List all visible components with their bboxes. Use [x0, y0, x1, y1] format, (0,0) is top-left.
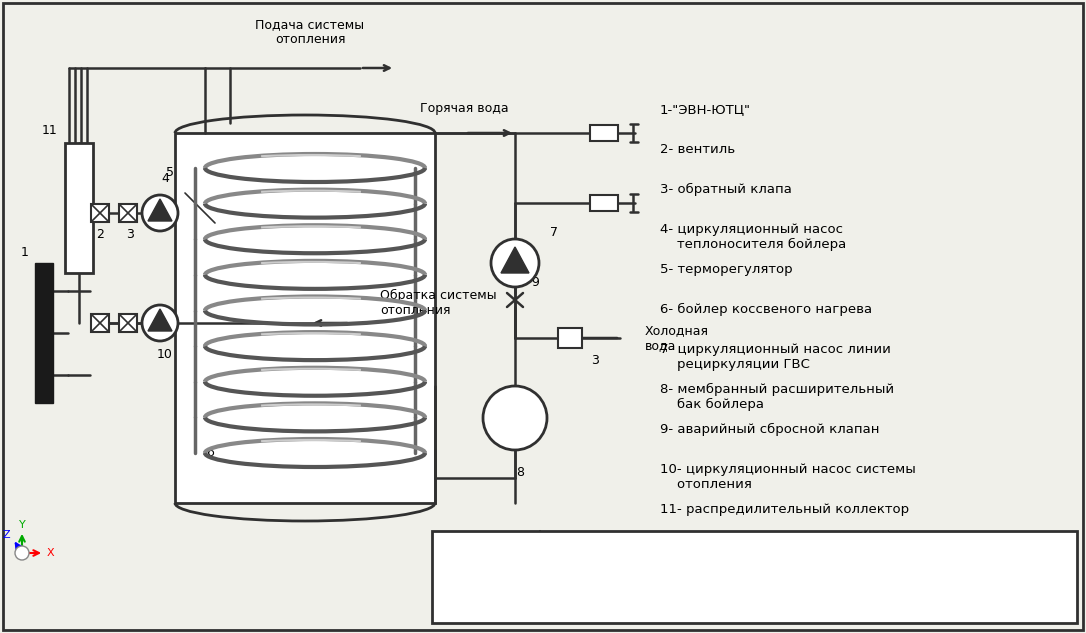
Text: Y: Y [18, 520, 25, 530]
Polygon shape [501, 247, 529, 273]
Bar [175, 133, 435, 503]
Text: 6- бойлер коссвеного нагрева: 6- бойлер коссвеного нагрева [660, 303, 872, 316]
Text: 7- циркуляционный насос линии
    рециркуляции ГВС: 7- циркуляционный насос линии рециркуляц… [660, 343, 891, 371]
Text: 1-"ЭВН-ЮТЦ": 1-"ЭВН-ЮТЦ" [660, 103, 752, 116]
Bar [65, 143, 93, 273]
Text: 9: 9 [531, 277, 539, 289]
Text: 3: 3 [126, 229, 134, 242]
Text: 3- обратный клапа: 3- обратный клапа [660, 183, 792, 196]
Text: 2: 2 [96, 229, 104, 242]
Text: 3: 3 [591, 353, 599, 367]
Text: г. Одесса, пер. Газовый 4, оф. 411, тел/факс (048) 741-30-15
www.mini-kotly.com.: г. Одесса, пер. Газовый 4, оф. 411, тел/… [642, 593, 975, 616]
Text: 11- распредилительный коллектор: 11- распредилительный коллектор [660, 503, 909, 516]
Text: 1: 1 [21, 246, 29, 260]
Text: Подача системы
отопления: Подача системы отопления [255, 18, 365, 46]
Bar [432, 531, 1077, 623]
Text: 11: 11 [42, 125, 58, 137]
Circle shape [142, 305, 178, 341]
Bar [35, 263, 53, 403]
Bar [590, 125, 618, 141]
Bar [119, 314, 137, 332]
Bar [91, 314, 109, 332]
Bar [119, 204, 137, 222]
Text: 8: 8 [516, 467, 525, 480]
Text: Холодная
вода: Холодная вода [645, 324, 709, 352]
Text: 6: 6 [206, 446, 214, 460]
Text: Z: Z [2, 530, 10, 540]
Bar [558, 328, 582, 348]
Text: МПП
"ЮТЦ": МПП "ЮТЦ" [454, 558, 518, 596]
Polygon shape [148, 309, 172, 331]
Circle shape [483, 386, 547, 450]
Circle shape [15, 546, 29, 560]
Bar [91, 204, 109, 222]
Circle shape [142, 195, 178, 231]
Bar [590, 195, 618, 211]
Circle shape [491, 239, 539, 287]
Text: X: X [47, 548, 54, 558]
Text: 7: 7 [550, 227, 558, 239]
Text: 10: 10 [157, 349, 173, 361]
Polygon shape [148, 199, 172, 221]
Text: 4: 4 [161, 172, 169, 184]
Text: 2- вентиль: 2- вентиль [660, 143, 735, 156]
Text: Схема подключения "ЭВН-ЮТЦ" к системе
отопления и ГВС: Схема подключения "ЭВН-ЮТЦ" к системе от… [620, 540, 997, 572]
Text: 5: 5 [166, 166, 174, 180]
Text: 9- аварийный сбросной клапан: 9- аварийный сбросной клапан [660, 423, 880, 436]
Text: Горячая вода: Горячая вода [420, 102, 508, 115]
Text: 10- циркуляционный насос системы
    отопления: 10- циркуляционный насос системы отоплен… [660, 463, 915, 491]
Text: 8- мембранный расширительный
    бак бойлера: 8- мембранный расширительный бак бойлера [660, 383, 894, 411]
Text: 4- циркуляционный насос
    теплоносителя бойлера: 4- циркуляционный насос теплоносителя бо… [660, 223, 846, 251]
Text: 5- терморегулятор: 5- терморегулятор [660, 263, 793, 276]
Text: Обратка системы
отопления: Обратка системы отопления [380, 289, 496, 317]
